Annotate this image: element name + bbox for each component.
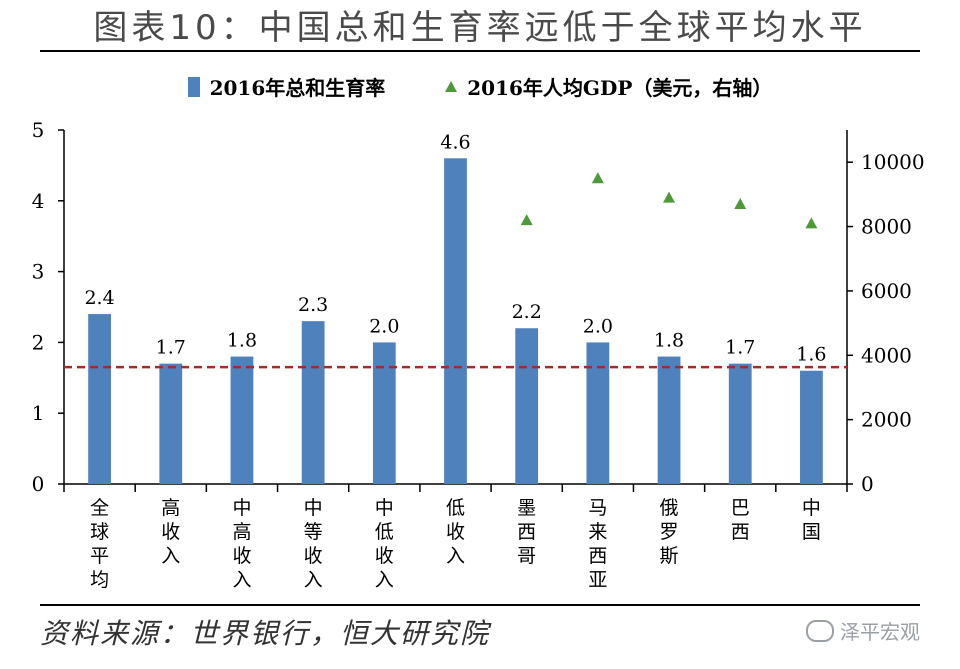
bar-value-label: 1.8: [654, 330, 684, 352]
gdp-marker: [805, 217, 818, 229]
legend-triangle-marker: [445, 81, 458, 92]
category-label: 中国: [802, 497, 821, 543]
legend-bar-swatch: [187, 76, 200, 97]
bar-value-label: 1.7: [725, 337, 755, 359]
bar: [515, 328, 539, 484]
bar-value-label: 1.8: [227, 330, 257, 352]
bar-value-label: 2.3: [298, 294, 328, 316]
bar-value-label: 2.2: [512, 301, 542, 323]
bar: [800, 370, 823, 484]
left-tick-label: 5: [32, 118, 45, 142]
top-rule: [40, 50, 920, 52]
right-tick-label: 6000: [861, 279, 912, 303]
bar-value-label: 2.4: [84, 287, 114, 309]
category-label: 中高收入: [232, 497, 251, 591]
left-tick-label: 1: [32, 401, 45, 425]
bar-value-label: 2.0: [583, 315, 613, 337]
right-tick-label: 8000: [861, 215, 912, 239]
category-label: 高收入: [161, 497, 180, 567]
gdp-marker: [520, 214, 533, 226]
bar: [159, 363, 183, 484]
gdp-marker: [734, 198, 747, 210]
gdp-marker: [591, 172, 604, 184]
bar: [728, 363, 752, 484]
bottom-rule: [40, 604, 920, 606]
bar: [301, 321, 325, 484]
category-label: 全球平均: [90, 497, 109, 591]
category-label: 中等收入: [304, 497, 323, 591]
right-tick-label: 2000: [861, 408, 912, 432]
chart-title-container: 图表10：中国总和生育率远低于全球平均水平: [0, 0, 960, 48]
legend-marker-label: 2016年人均GDP（美元，右轴）: [467, 76, 773, 100]
legend: 2016年总和生育率 2016年人均GDP（美元，右轴）: [0, 72, 960, 101]
bar-value-label: 4.6: [440, 131, 470, 153]
chart-title: 图表10：中国总和生育率远低于全球平均水平: [93, 7, 867, 48]
category-label: 马来西亚: [588, 497, 607, 591]
bar-value-label: 2.0: [369, 315, 399, 337]
legend-item-marker: 2016年人均GDP（美元，右轴）: [445, 72, 772, 101]
source-note: 资料来源：世界银行，恒大研究院: [40, 617, 491, 650]
bar-value-label: 1.7: [156, 337, 186, 359]
watermark: 泽平宏观: [806, 616, 920, 645]
bar: [88, 314, 111, 484]
category-label: 墨西哥: [517, 497, 536, 567]
bar: [444, 158, 467, 484]
gdp-marker: [663, 191, 676, 203]
left-tick-label: 2: [32, 330, 45, 354]
category-label: 低收入: [446, 497, 465, 567]
category-label: 巴西: [731, 497, 750, 543]
wechat-icon: [806, 619, 834, 642]
bar: [372, 342, 396, 484]
right-tick-label: 0: [861, 472, 874, 496]
right-tick-label: 4000: [861, 343, 912, 367]
right-tick-label: 10000: [861, 150, 925, 174]
bar: [586, 342, 610, 484]
bar: [230, 356, 254, 484]
watermark-text: 泽平宏观: [840, 620, 920, 644]
left-tick-label: 3: [32, 260, 45, 284]
legend-bar-label: 2016年总和生育率: [209, 76, 386, 100]
left-tick-label: 0: [32, 472, 45, 496]
category-label: 中低收入: [375, 497, 394, 591]
category-label: 俄罗斯: [660, 497, 679, 567]
bar-value-label: 1.6: [796, 344, 826, 366]
bar: [657, 356, 681, 484]
left-tick-label: 4: [32, 189, 45, 213]
legend-item-bar: 2016年总和生育率: [187, 72, 386, 101]
